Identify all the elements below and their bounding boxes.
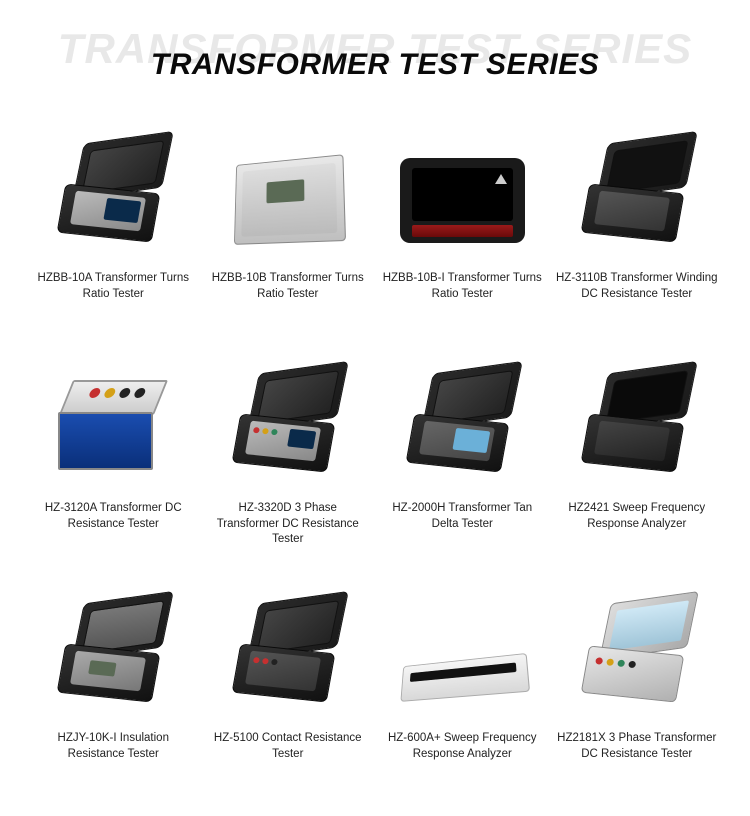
- product-card[interactable]: HZ-3110B Transformer Winding DC Resistan…: [554, 115, 721, 335]
- product-card[interactable]: HZ-5100 Contact Resistance Tester: [205, 575, 372, 795]
- product-caption: HZ-3110B Transformer Winding DC Resistan…: [554, 271, 721, 302]
- page-title: TRANSFORMER TEST SERIES: [0, 48, 750, 82]
- product-card[interactable]: HZ-2000H Transformer Tan Delta Tester: [379, 345, 546, 565]
- product-thumbnail: [562, 115, 712, 265]
- product-caption: HZ2181X 3 Phase Transformer DC Resistanc…: [554, 731, 721, 762]
- product-thumbnail: [387, 345, 537, 495]
- page-header: TRANSFORMER TEST SERIES TRANSFORMER TEST…: [0, 0, 750, 95]
- product-thumbnail: [213, 115, 363, 265]
- product-grid: HZBB-10A Transformer Turns Ratio Tester …: [0, 95, 750, 815]
- product-thumbnail: [38, 345, 188, 495]
- product-caption: HZJY-10K-I Insulation Resistance Tester: [30, 731, 197, 762]
- product-card[interactable]: HZJY-10K-I Insulation Resistance Tester: [30, 575, 197, 795]
- product-caption: HZ-5100 Contact Resistance Tester: [205, 731, 372, 762]
- product-thumbnail: [387, 115, 537, 265]
- product-thumbnail: [213, 575, 363, 725]
- product-card[interactable]: HZBB-10B-I Transformer Turns Ratio Teste…: [379, 115, 546, 335]
- product-caption: HZBB-10A Transformer Turns Ratio Tester: [30, 271, 197, 302]
- product-card[interactable]: HZBB-10A Transformer Turns Ratio Tester: [30, 115, 197, 335]
- product-caption: HZ2421 Sweep Frequency Response Analyzer: [554, 501, 721, 532]
- product-thumbnail: [213, 345, 363, 495]
- product-card[interactable]: HZBB-10B Transformer Turns Ratio Tester: [205, 115, 372, 335]
- product-thumbnail: [38, 575, 188, 725]
- product-thumbnail: [38, 115, 188, 265]
- product-thumbnail: [562, 345, 712, 495]
- product-caption: HZ-3320D 3 Phase Transformer DC Resistan…: [205, 501, 372, 548]
- product-caption: HZBB-10B Transformer Turns Ratio Tester: [205, 271, 372, 302]
- product-card[interactable]: HZ-600A+ Sweep Frequency Response Analyz…: [379, 575, 546, 795]
- product-card[interactable]: HZ-3120A Transformer DC Resistance Teste…: [30, 345, 197, 565]
- product-caption: HZBB-10B-I Transformer Turns Ratio Teste…: [379, 271, 546, 302]
- product-card[interactable]: HZ-3320D 3 Phase Transformer DC Resistan…: [205, 345, 372, 565]
- product-card[interactable]: HZ2421 Sweep Frequency Response Analyzer: [554, 345, 721, 565]
- product-thumbnail: [387, 575, 537, 725]
- product-thumbnail: [562, 575, 712, 725]
- product-caption: HZ-600A+ Sweep Frequency Response Analyz…: [379, 731, 546, 762]
- product-card[interactable]: HZ2181X 3 Phase Transformer DC Resistanc…: [554, 575, 721, 795]
- product-caption: HZ-2000H Transformer Tan Delta Tester: [379, 501, 546, 532]
- product-caption: HZ-3120A Transformer DC Resistance Teste…: [30, 501, 197, 532]
